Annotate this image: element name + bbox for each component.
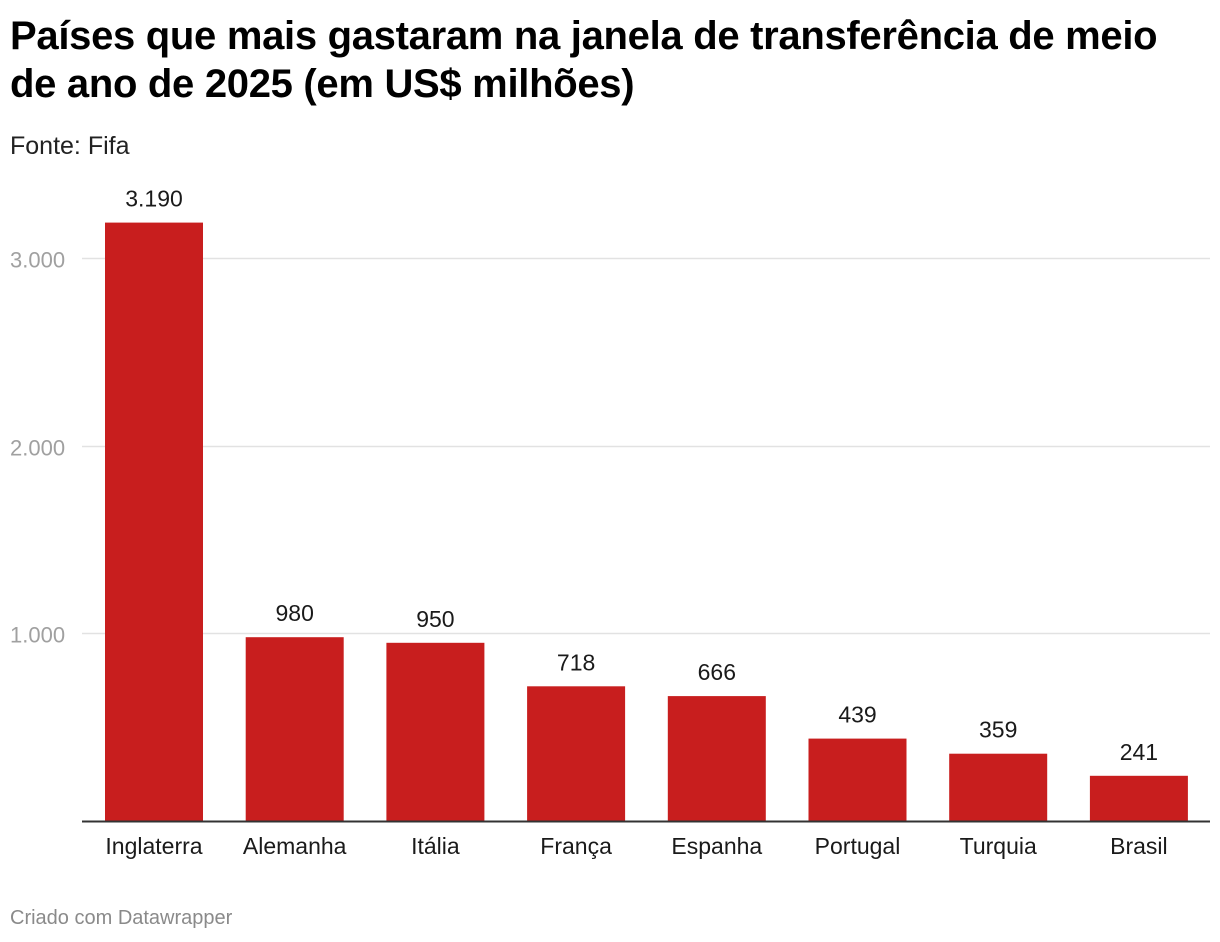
value-label: 439 [838,702,876,728]
value-label: 718 [557,649,595,675]
bar-frança[interactable] [527,686,626,821]
category-label: Alemanha [243,833,347,859]
value-label: 3.190 [125,186,183,212]
value-label: 666 [698,659,736,685]
value-label: 980 [276,600,314,626]
category-label: Brasil [1110,833,1168,859]
category-label: Itália [411,833,460,859]
category-label: Turquia [960,833,1037,859]
credit-footer: Criado com Datawrapper [10,907,233,929]
bars [105,222,1188,822]
category-label: Espanha [671,833,762,859]
category-label: Inglaterra [105,833,202,859]
gridlines: 1.000 2.000 3.000 [10,248,1210,648]
chart-title: Países que mais gastaram na janela de tr… [10,14,1158,106]
bar-portugal[interactable] [808,738,907,821]
y-tick-label: 2.000 [10,436,65,461]
bar-brasil[interactable] [1089,775,1188,821]
value-label: 359 [979,717,1017,743]
y-tick-label: 3.000 [10,248,65,273]
category-label: Portugal [815,833,901,859]
labels: 3.190 Inglaterra 980 Alemanha 950 Itália 718 Fr… [82,186,1210,859]
value-label: 950 [416,606,454,632]
y-tick-label: 1.000 [10,623,65,648]
bar-alemanha[interactable] [245,637,344,821]
bar-espanha[interactable] [667,696,766,821]
bar-itália[interactable] [386,642,485,821]
bar-inglaterra[interactable] [105,222,203,822]
category-label: França [540,833,612,859]
value-label: 241 [1120,739,1158,765]
bar-turquia[interactable] [949,753,1048,821]
chart-source: Fonte: Fifa [10,132,130,160]
